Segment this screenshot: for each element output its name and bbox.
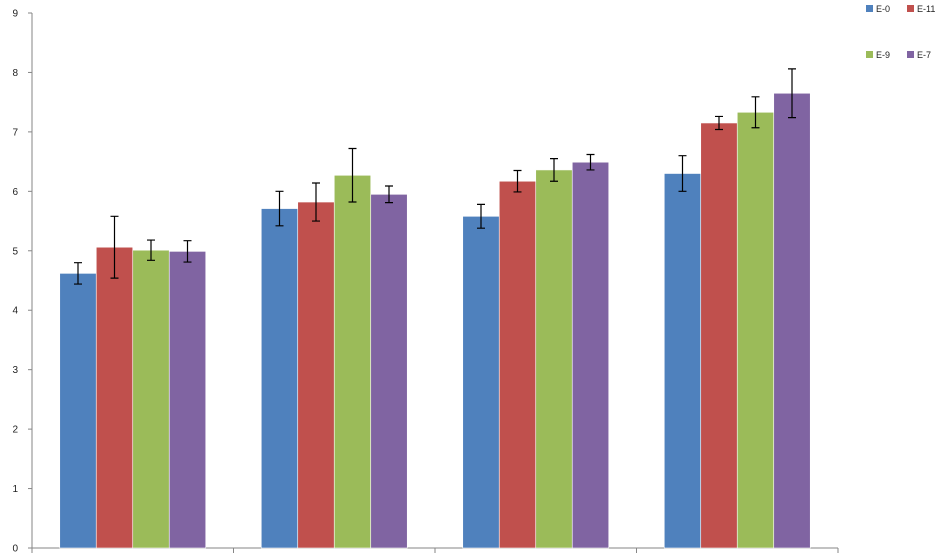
y-tick-label: 6 — [12, 187, 18, 198]
legend-label-e-9: E-9 — [876, 50, 890, 60]
legend-swatch-e-9 — [866, 51, 873, 58]
bar-e-0-1 — [59, 273, 97, 549]
y-tick-label: 7 — [12, 127, 18, 138]
bar-e-9-4 — [736, 111, 775, 549]
y-tick-label: 9 — [12, 9, 18, 20]
y-tick-label: 0 — [12, 544, 18, 555]
legend: E-0 E-11 E-9 E-7 — [866, 4, 935, 60]
error-bar-e-11-4 — [715, 115, 723, 131]
bars — [59, 92, 811, 549]
error-bar-e-11-3 — [513, 169, 522, 193]
y-axis: 0 1 2 3 4 5 6 7 8 9 — [12, 9, 33, 555]
error-bar-e-7-2 — [385, 185, 393, 204]
error-bar-e-11-1 — [110, 215, 119, 279]
y-tick-label: 2 — [12, 425, 18, 436]
bar-e-9-2 — [333, 174, 372, 549]
error-bar-e-7-4 — [788, 68, 796, 119]
bar-e-7-4 — [773, 92, 811, 549]
bar-e-11-4 — [700, 122, 738, 549]
y-tick-label: 3 — [12, 365, 18, 376]
error-bar-e-7-3 — [586, 153, 595, 171]
bar-e-0-3 — [462, 216, 500, 549]
bar-e-0-4 — [663, 173, 702, 549]
bar-e-11-2 — [297, 201, 335, 549]
bar-e-0-2 — [260, 208, 299, 549]
error-bar-e-0-3 — [477, 203, 485, 229]
bar-e-11-3 — [498, 180, 537, 549]
legend-label-e-11: E-11 — [917, 4, 935, 14]
bar-e-7-2 — [370, 194, 408, 549]
error-bar-e-9-4 — [751, 96, 760, 129]
error-bar-e-7-1 — [183, 240, 192, 263]
error-bar-e-0-2 — [275, 190, 284, 227]
x-axis — [31, 547, 839, 553]
bar-e-9-3 — [535, 169, 573, 549]
legend-label-e-7: E-7 — [917, 50, 931, 60]
legend-label-e-0: E-0 — [876, 4, 890, 14]
legend-swatch-e-0 — [866, 5, 873, 12]
error-bar-e-0-4 — [678, 155, 687, 192]
y-tick-label: 4 — [12, 306, 18, 317]
error-bar-e-11-2 — [312, 182, 320, 222]
legend-swatch-e-11 — [907, 5, 914, 12]
y-tick-label: 5 — [12, 246, 18, 257]
bar-e-7-1 — [168, 251, 207, 549]
error-bar-e-9-2 — [348, 147, 357, 203]
error-bar-e-0-1 — [74, 262, 82, 285]
y-tick-label: 8 — [12, 68, 18, 79]
error-bar-e-9-3 — [550, 158, 558, 182]
error-bars — [74, 68, 796, 285]
y-tick-label: 1 — [12, 484, 18, 495]
error-bar-e-9-1 — [147, 239, 155, 261]
bar-e-11-1 — [95, 246, 134, 549]
bar-e-9-1 — [132, 249, 170, 549]
legend-swatch-e-7 — [907, 51, 914, 58]
bar-e-7-3 — [571, 161, 610, 549]
